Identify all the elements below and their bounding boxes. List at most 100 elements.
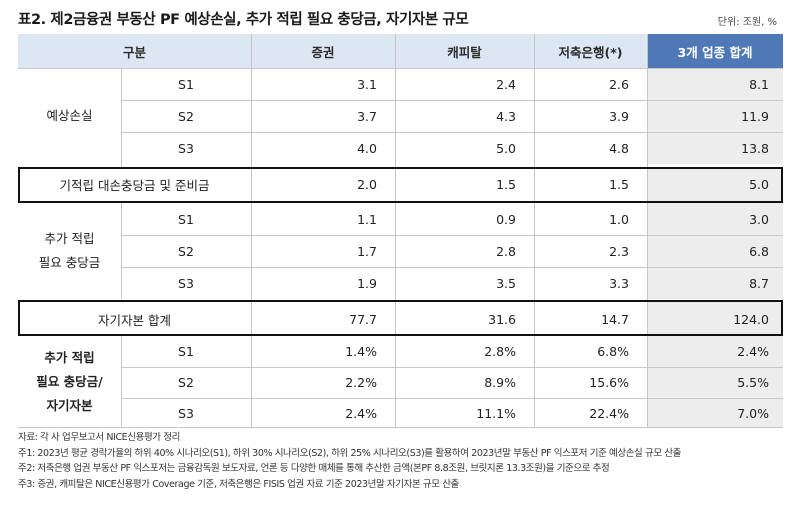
savings-bank-cell: 2.3	[609, 243, 629, 259]
securities-cell: 4.0	[357, 140, 377, 156]
table-row: S2 2.2% 8.9% 15.6% 5.5%	[18, 367, 783, 398]
unit-label: 단위: 조원, %	[717, 17, 777, 28]
grid-line	[121, 336, 122, 428]
savings-bank-cell: 4.8	[609, 140, 629, 156]
grid-line	[647, 34, 648, 428]
scenario-cell: S2	[178, 108, 194, 124]
equity-row: 자기자본 합계 77.7 31.6 14.7 124.0	[18, 302, 783, 336]
grid-line	[18, 427, 783, 428]
savings-bank-cell: 14.7	[601, 311, 629, 327]
table-row: S3 4.0 5.0 4.8 13.8	[18, 132, 783, 164]
total-cell: 5.0	[647, 167, 783, 201]
capital-cell: 2.8%	[484, 344, 516, 359]
scenario-cell: S2	[178, 243, 194, 259]
savings-bank-cell: 1.5	[609, 176, 629, 192]
header-row: 구분 증권 캐피탈 저축은행(*) 3개 업종 합계	[18, 34, 783, 68]
total-cell: 5.5%	[647, 367, 783, 398]
grid-line	[121, 267, 783, 268]
grid-line	[395, 34, 396, 428]
savings-bank-cell: 6.8%	[597, 344, 629, 359]
securities-cell: 3.7	[357, 108, 377, 124]
grid-line	[121, 68, 122, 167]
capital-cell: 1.5	[496, 176, 516, 192]
capital-cell: 8.9%	[484, 375, 516, 390]
total-cell: 8.7	[647, 267, 783, 299]
equity-label: 자기자본 합계	[98, 312, 171, 328]
group-label-ratio: 추가 적립 필요 충당금/ 자기자본	[18, 336, 121, 428]
grid-line	[251, 34, 252, 428]
scenario-cell: S3	[178, 140, 194, 156]
additional-provisions-label-line1: 추가 적립	[44, 231, 95, 246]
securities-cell: 1.9	[357, 275, 377, 291]
savings-bank-cell: 15.6%	[589, 375, 629, 390]
savings-bank-cell: 2.6	[609, 76, 629, 92]
scenario-cell: S1	[178, 344, 194, 359]
ratio-label-line2: 필요 충당금/	[36, 374, 103, 389]
total-cell: 124.0	[647, 302, 783, 336]
grid-line	[18, 68, 783, 69]
capital-cell: 2.4	[496, 76, 516, 92]
grid-line	[121, 100, 783, 101]
total-cell: 6.8	[647, 235, 783, 267]
footnote-1: 주1: 2023년 평균 경락가율의 하위 40% 시나리오(S1), 하위 3…	[18, 447, 681, 459]
reserves-row: 기적립 대손충당금 및 준비금 2.0 1.5 1.5 5.0	[18, 167, 783, 201]
footnotes: 자료: 각 사 업무보고서 NICE신용평가 정리 주1: 2023년 평균 경…	[18, 430, 681, 492]
header-capital: 캐피탈	[395, 34, 534, 68]
table-row: S2 3.7 4.3 3.9 11.9	[18, 100, 783, 132]
capital-cell: 3.5	[496, 275, 516, 291]
equity-highlight-box	[18, 300, 783, 336]
header-savings-bank: 저축은행(*)	[534, 34, 647, 68]
securities-cell: 2.0	[357, 176, 377, 192]
securities-cell: 1.1	[357, 211, 377, 227]
table-title: 표2. 제2금융권 부동산 PF 예상손실, 추가 적립 필요 충당금, 자기자…	[18, 12, 469, 28]
securities-cell: 2.2%	[345, 375, 377, 390]
scenario-cell: S3	[178, 405, 194, 421]
table-row: S3 2.4% 11.1% 22.4% 7.0%	[18, 398, 783, 428]
grid-line	[121, 203, 122, 299]
total-cell: 8.1	[647, 68, 783, 100]
header-securities: 증권	[251, 34, 395, 68]
reserves-label: 기적립 대손충당금 및 준비금	[59, 177, 210, 193]
savings-bank-cell: 22.4%	[589, 405, 629, 421]
capital-cell: 0.9	[496, 211, 516, 227]
securities-cell: 2.4%	[345, 405, 377, 421]
table-row: S1 1.1 0.9 1.0 3.0	[18, 203, 783, 235]
capital-cell: 4.3	[496, 108, 516, 124]
source-note: 자료: 각 사 업무보고서 NICE신용평가 정리	[18, 432, 180, 443]
scenario-cell: S2	[178, 375, 194, 390]
table-row: S1 1.4% 2.8% 6.8% 2.4%	[18, 336, 783, 367]
table-row: S3 1.9 3.5 3.3 8.7	[18, 267, 783, 299]
total-cell: 3.0	[647, 203, 783, 235]
capital-cell: 2.8	[496, 243, 516, 259]
securities-cell: 77.7	[349, 311, 377, 327]
header-category: 구분	[18, 34, 251, 68]
table-row: S1 3.1 2.4 2.6 8.1	[18, 68, 783, 100]
scenario-cell: S1	[178, 76, 194, 92]
total-cell: 11.9	[647, 100, 783, 132]
header-total: 3개 업종 합계	[647, 34, 783, 68]
securities-cell: 1.7	[357, 243, 377, 259]
grid-line	[534, 34, 535, 428]
savings-bank-cell: 3.9	[609, 108, 629, 124]
ratio-label-line1: 추가 적립	[44, 350, 95, 365]
capital-cell: 5.0	[496, 140, 516, 156]
capital-cell: 11.1%	[476, 405, 516, 421]
grid-line	[121, 398, 783, 399]
additional-provisions-label-line2: 필요 충당금	[38, 255, 101, 270]
scenario-cell: S3	[178, 275, 194, 291]
savings-bank-cell: 3.3	[609, 275, 629, 291]
grid-line	[121, 367, 783, 368]
total-cell: 7.0%	[647, 398, 783, 428]
ratio-label-line3: 자기자본	[46, 398, 93, 413]
savings-bank-cell: 1.0	[609, 211, 629, 227]
capital-cell: 31.6	[488, 311, 516, 327]
total-cell: 2.4%	[647, 336, 783, 367]
table-row: S2 1.7 2.8 2.3 6.8	[18, 235, 783, 267]
footnote-2: 주2: 저축은행 업권 부동산 PF 익스포저는 금융감독원 보도자료, 언론 …	[18, 463, 610, 474]
data-table: 구분 증권 캐피탈 저축은행(*) 3개 업종 합계 예상손실 S1 3.1 2…	[18, 34, 783, 428]
expected-loss-label: 예상손실	[46, 108, 93, 123]
total-cell: 13.8	[647, 132, 783, 164]
grid-line	[121, 132, 783, 133]
grid-line	[121, 235, 783, 236]
group-label-additional-provisions: 추가 적립 필요 충당금	[18, 203, 121, 299]
